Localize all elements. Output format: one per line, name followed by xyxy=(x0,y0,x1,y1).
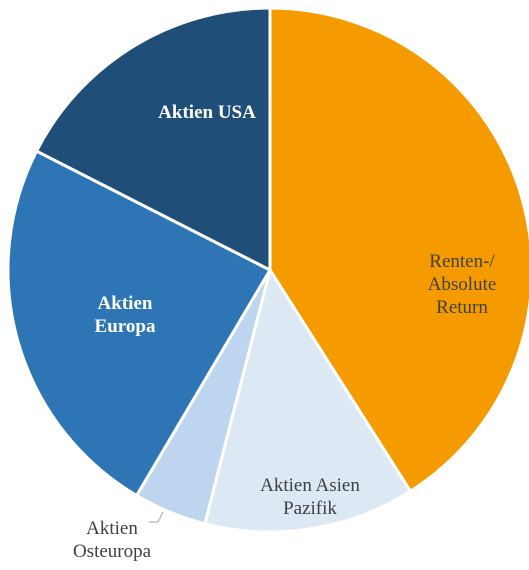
slice-label: Aktien USA xyxy=(158,102,256,123)
slice-label-box: Aktien Asien Pazifik xyxy=(260,475,360,519)
pie-slice xyxy=(203,266,413,534)
slice-label: Aktien Asien Pazifik xyxy=(260,475,360,519)
pie-slice xyxy=(34,6,272,273)
slice-label-box: Aktien Europa xyxy=(94,293,156,337)
slice-label-box: Aktien USA xyxy=(158,102,256,123)
slice-label: Aktien Europa xyxy=(94,293,156,337)
slice-label: Aktien Osteuropa xyxy=(72,518,152,562)
slice-label-box: Aktien Osteuropa xyxy=(72,518,152,562)
slice-label-box: Renten-/ Absolute Return xyxy=(427,251,497,318)
leader-line xyxy=(149,511,164,523)
slice-label: Renten-/ Absolute Return xyxy=(427,251,497,318)
